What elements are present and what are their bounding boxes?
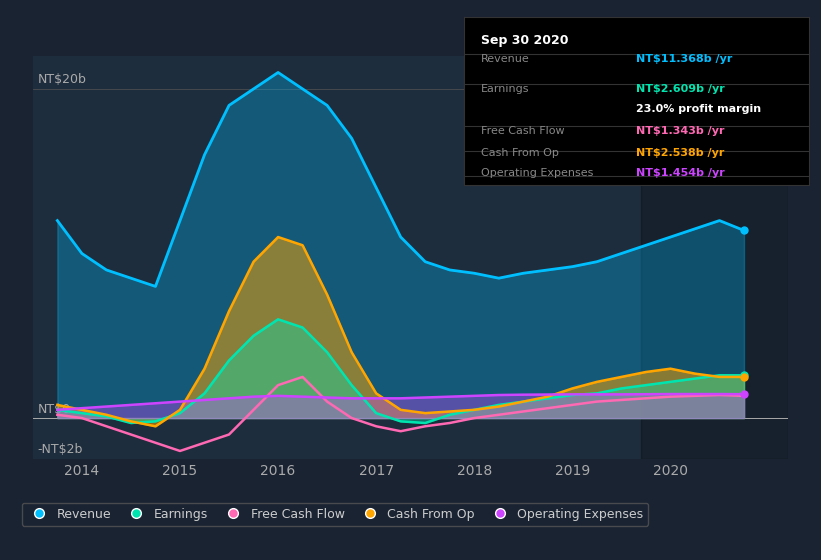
Text: NT$1.454b /yr: NT$1.454b /yr bbox=[636, 168, 725, 178]
Text: Free Cash Flow: Free Cash Flow bbox=[481, 126, 565, 136]
Text: Earnings: Earnings bbox=[481, 84, 530, 94]
Legend: Revenue, Earnings, Free Cash Flow, Cash From Op, Operating Expenses: Revenue, Earnings, Free Cash Flow, Cash … bbox=[21, 502, 649, 525]
Text: 23.0% profit margin: 23.0% profit margin bbox=[636, 104, 761, 114]
Text: Revenue: Revenue bbox=[481, 54, 530, 64]
Text: Sep 30 2020: Sep 30 2020 bbox=[481, 34, 569, 46]
Text: NT$0: NT$0 bbox=[38, 403, 71, 416]
Text: Cash From Op: Cash From Op bbox=[481, 148, 559, 158]
Text: NT$11.368b /yr: NT$11.368b /yr bbox=[636, 54, 732, 64]
Text: Operating Expenses: Operating Expenses bbox=[481, 168, 594, 178]
Text: NT$1.343b /yr: NT$1.343b /yr bbox=[636, 126, 725, 136]
Text: NT$2.538b /yr: NT$2.538b /yr bbox=[636, 148, 725, 158]
Text: NT$20b: NT$20b bbox=[38, 73, 87, 86]
Bar bbox=[641, 56, 788, 459]
Text: NT$2.609b /yr: NT$2.609b /yr bbox=[636, 84, 725, 94]
Text: -NT$2b: -NT$2b bbox=[38, 443, 83, 456]
